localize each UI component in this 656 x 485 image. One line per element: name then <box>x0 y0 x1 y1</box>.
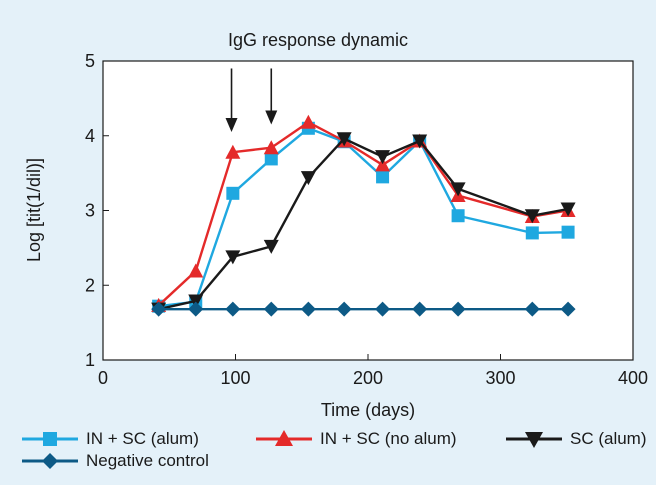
legend-swatch-in-sc-alum <box>20 429 80 449</box>
y-tick-label: 4 <box>85 126 95 146</box>
legend-swatch-sc-alum <box>504 429 564 449</box>
legend-item-negative-control: Negative control <box>20 450 209 472</box>
y-tick-label: 5 <box>85 51 95 71</box>
legend-label-sc-alum: SC (alum) <box>570 429 647 449</box>
x-axis-label: Time (days) <box>321 400 415 420</box>
y-tick-label: 1 <box>85 350 95 370</box>
x-tick-label: 0 <box>98 368 108 388</box>
chart-title: IgG response dynamic <box>228 30 408 50</box>
y-axis-label: Log [tit(1/dil)] <box>24 158 44 262</box>
data-point <box>526 226 539 239</box>
data-point <box>562 226 575 239</box>
x-tick-label: 300 <box>485 368 515 388</box>
legend-item-sc-alum: SC (alum) <box>504 428 647 450</box>
data-point <box>265 152 278 165</box>
legend-label-negative-control: Negative control <box>86 451 209 471</box>
data-point <box>376 170 389 183</box>
x-tick-label: 400 <box>618 368 648 388</box>
legend-item-in-sc-alum: IN + SC (alum) <box>20 428 199 450</box>
legend: IN + SC (alum) IN + SC (no alum) SC (alu… <box>20 428 656 468</box>
y-tick-label: 2 <box>85 275 95 295</box>
legend-label-in-sc-no-alum: IN + SC (no alum) <box>320 429 457 449</box>
legend-swatch-negative-control <box>20 451 80 471</box>
legend-item-in-sc-no-alum: IN + SC (no alum) <box>254 428 457 450</box>
x-tick-label: 100 <box>220 368 250 388</box>
y-tick-label: 3 <box>85 201 95 221</box>
legend-swatch-in-sc-no-alum <box>254 429 314 449</box>
data-point <box>226 187 239 200</box>
plot-area <box>103 61 633 360</box>
x-tick-label: 200 <box>353 368 383 388</box>
legend-label-in-sc-alum: IN + SC (alum) <box>86 429 199 449</box>
data-point <box>452 209 465 222</box>
